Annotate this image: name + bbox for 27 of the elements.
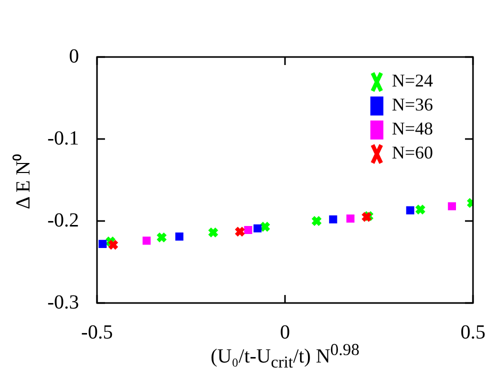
point xyxy=(406,206,414,214)
point xyxy=(156,232,168,243)
point xyxy=(142,236,151,245)
point xyxy=(208,226,219,238)
legend-label: N=24 xyxy=(392,70,434,91)
point xyxy=(98,240,107,248)
point xyxy=(311,215,322,227)
point xyxy=(260,221,271,232)
legend-label: N=36 xyxy=(392,94,434,115)
legend-label: N=48 xyxy=(392,118,434,139)
point xyxy=(234,226,246,238)
point xyxy=(254,224,262,232)
y-tick-label: -0.3 xyxy=(47,291,79,314)
y-tick-label: 0 xyxy=(69,45,79,68)
point xyxy=(346,214,354,223)
legend-label: N=60 xyxy=(392,142,434,163)
x-tick-label: 0.5 xyxy=(460,321,486,344)
y-tick-label: -0.2 xyxy=(47,209,79,232)
point xyxy=(448,202,456,210)
point xyxy=(244,226,252,234)
point xyxy=(175,232,184,241)
point xyxy=(329,215,338,224)
y-axis-title: Δ E N⁰ xyxy=(12,152,36,212)
y-tick-label: -0.1 xyxy=(47,127,79,150)
x-tick-label: -0.5 xyxy=(81,321,113,344)
point xyxy=(414,204,426,216)
point xyxy=(108,239,119,250)
